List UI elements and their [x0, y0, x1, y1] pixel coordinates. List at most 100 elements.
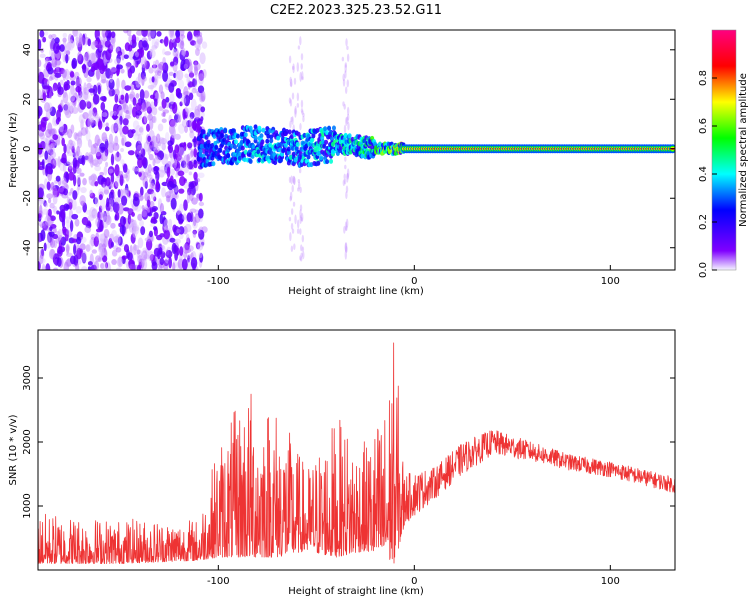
- heatmap-cell: [45, 164, 49, 177]
- snr-x-ticks: -100 0 100: [207, 565, 620, 587]
- heatmap-cell: [66, 245, 70, 254]
- heatmap-cell: [181, 258, 188, 270]
- heatmap-cell: [345, 225, 348, 231]
- colorbar-tick-label: 0.6: [698, 118, 709, 134]
- heatmap-cell: [140, 226, 146, 236]
- heatmap-cell: [41, 248, 45, 257]
- heatmap-cell: [71, 145, 75, 153]
- heatmap-cell: [151, 115, 156, 123]
- heatmap-cell: [294, 108, 297, 118]
- heatmap-cell: [197, 172, 205, 179]
- heatmap-cell: [38, 257, 46, 264]
- heatmap-cell: [56, 257, 62, 267]
- heatmap-cell: [97, 120, 103, 130]
- heatmap-cell: [175, 88, 181, 94]
- heatmap-cell: [344, 156, 347, 162]
- heatmap-cell: [110, 68, 114, 76]
- heatmap-cell: [324, 139, 329, 145]
- heatmap-cell: [289, 231, 292, 242]
- heatmap-cell: [299, 256, 303, 262]
- heatmap-cell: [150, 30, 157, 40]
- heatmap-cell: [165, 96, 170, 103]
- heatmap-cell: [197, 243, 204, 251]
- heatmap-cell: [265, 138, 270, 144]
- heatmap-cell: [43, 31, 49, 36]
- heatmap-cell: [109, 68, 114, 78]
- heatmap-cell: [74, 218, 80, 227]
- heatmap-cell: [153, 165, 160, 172]
- heatmap-cell: [64, 68, 70, 81]
- heatmap-cell: [106, 197, 110, 208]
- heatmap-cell: [76, 136, 83, 145]
- heatmap-cell: [289, 99, 293, 107]
- heatmap-cell: [64, 101, 71, 114]
- heatmap-cell: [65, 244, 71, 252]
- heatmap-cell: [125, 170, 130, 182]
- heatmap-cell: [141, 207, 149, 218]
- heatmap-cell: [155, 170, 160, 182]
- heatmap-cell: [88, 151, 93, 163]
- heatmap-cell: [141, 209, 149, 220]
- heatmap-cell: [169, 61, 175, 67]
- heatmap-cell: [101, 247, 108, 258]
- heatmap-cell: [170, 156, 174, 168]
- heatmap-cell: [104, 40, 111, 48]
- heatmap-cell: [43, 242, 47, 252]
- heatmap-cell: [117, 104, 122, 111]
- heatmap-cell: [68, 89, 76, 102]
- heatmap-cell: [323, 126, 328, 132]
- snr-x-tick-label: -100: [207, 576, 230, 587]
- heatmap-cell: [132, 219, 138, 232]
- heatmap-cell: [70, 95, 77, 103]
- heatmap-cell: [153, 74, 159, 86]
- heatmap-cell: [200, 106, 206, 113]
- heatmap-cell: [170, 119, 177, 128]
- heatmap-cell: [288, 216, 292, 222]
- heatmap-cell: [49, 56, 53, 61]
- heatmap-cell: [253, 124, 258, 130]
- heatmap-cell: [80, 119, 84, 130]
- heatmap-cell: [117, 50, 123, 56]
- heatmap-cell: [100, 96, 107, 102]
- heatmap-cell: [62, 52, 66, 63]
- heatmap-cell: [169, 93, 175, 105]
- heatmap-cell: [154, 143, 159, 150]
- heatmap-cell: [117, 256, 124, 268]
- heatmap-cell: [310, 137, 315, 143]
- heatmap-cell: [126, 224, 131, 230]
- heatmap-cell: [124, 141, 132, 148]
- heatmap-cell: [132, 227, 138, 238]
- heatmap-cell: [132, 55, 140, 61]
- heatmap-cell: [103, 210, 108, 223]
- heatmap-cell: [98, 205, 103, 213]
- heatmap-cell: [67, 165, 73, 173]
- heatmap-cell: [112, 245, 119, 251]
- heatmap-cell: [121, 225, 125, 237]
- heatmap-cell: [114, 234, 121, 246]
- heatmap-cell: [119, 115, 123, 126]
- heatmap-cell: [256, 149, 261, 155]
- heatmap-cell: [199, 143, 204, 149]
- heatmap-cell: [288, 55, 292, 64]
- heatmap-cell: [45, 263, 51, 270]
- heatmap-cell: [191, 88, 197, 94]
- colorbar-tick-label: 0.0: [698, 262, 709, 278]
- heatmap-cell: [301, 71, 304, 80]
- heatmap-cell: [306, 154, 311, 160]
- heatmap-cell: [163, 36, 169, 47]
- heatmap-cell: [235, 133, 240, 139]
- heatmap-cell: [46, 242, 51, 249]
- heatmap-cell: [161, 217, 168, 226]
- heatmap-cell: [166, 166, 171, 178]
- heatmap-cell: [153, 226, 158, 231]
- heatmap-cell: [171, 101, 178, 114]
- heatmap-cell: [117, 105, 123, 117]
- heatmap-cell: [103, 189, 109, 195]
- heatmap-cell: [50, 151, 57, 159]
- heatmap-cell: [106, 79, 110, 88]
- heatmap-cell: [299, 36, 302, 46]
- heatmap-cell: [75, 244, 80, 251]
- heatmap-cell: [94, 134, 100, 147]
- heatmap-cell: [218, 147, 223, 153]
- heatmap-cell: [346, 116, 349, 125]
